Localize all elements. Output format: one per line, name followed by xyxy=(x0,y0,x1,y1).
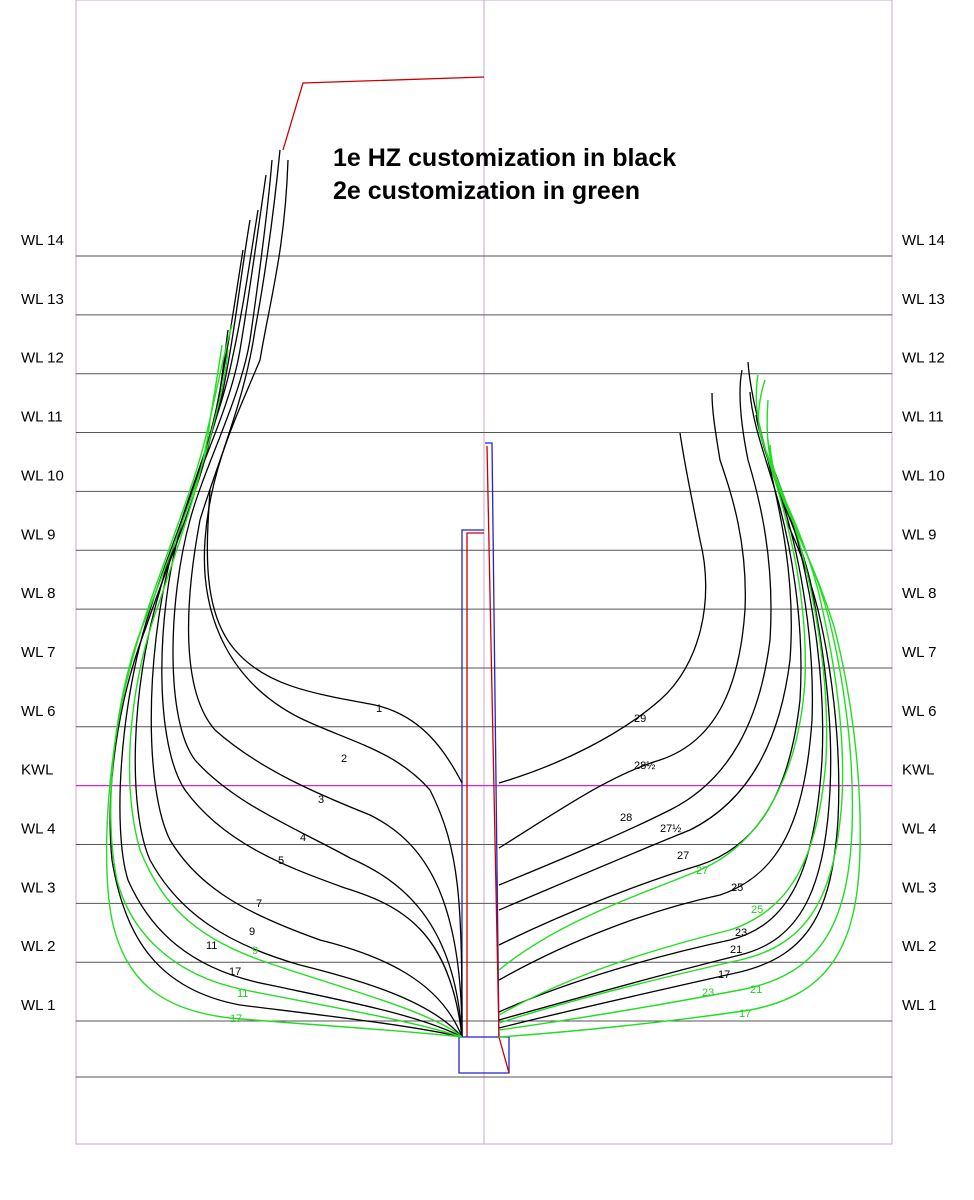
left-post-outline xyxy=(461,529,484,1037)
green-section-25 xyxy=(498,379,828,1016)
waterline-label-right: WL 3 xyxy=(902,879,936,896)
section-7 xyxy=(150,209,463,1038)
left-green-frame-labels: 9 11 17 xyxy=(230,945,258,1025)
green-section-17-right xyxy=(498,444,861,1038)
right-frame-labels: 29 28½ 28 27½ 27 25 23 21 17 xyxy=(620,713,747,981)
waterline-label-right: WL 4 xyxy=(902,821,936,838)
section-3 xyxy=(187,149,463,1038)
label-frame-17: 17 xyxy=(229,966,241,978)
waterline-label-right: WL 9 xyxy=(902,526,936,543)
label-green-21: 21 xyxy=(750,984,762,996)
label-frame-9: 9 xyxy=(249,926,255,938)
waterline-label-left: KWL xyxy=(21,762,54,779)
waterline-label-left: WL 6 xyxy=(21,703,55,720)
waterline-label-left: WL 9 xyxy=(21,526,55,543)
label-green-23: 23 xyxy=(702,987,714,999)
left-post-inner xyxy=(466,532,484,1037)
label-green-17: 17 xyxy=(230,1013,242,1025)
waterline-label-right: WL 13 xyxy=(902,291,945,308)
waterline-label-right: WL 7 xyxy=(902,644,936,661)
left-frame-labels: 1 2 3 4 5 7 9 11 17 xyxy=(206,703,382,978)
label-green-17-right: 17 xyxy=(739,1008,751,1020)
label-frame-28: 28 xyxy=(620,812,632,824)
label-frame-5: 5 xyxy=(278,855,284,867)
section-27 xyxy=(498,391,802,946)
waterline-label-left: WL 4 xyxy=(21,821,55,838)
green-section-23 xyxy=(498,399,844,1024)
label-frame-2: 2 xyxy=(341,753,347,765)
label-frame-28-half: 28½ xyxy=(634,760,655,772)
section-28 xyxy=(498,369,772,886)
waterline-label-left: WL 1 xyxy=(21,997,55,1014)
label-frame-3: 3 xyxy=(318,794,324,806)
green-section-11 xyxy=(110,349,463,1038)
green-section-9 xyxy=(128,344,463,1038)
green-section-17 xyxy=(105,324,463,1038)
waterline-label-right: WL 14 xyxy=(902,232,945,249)
waterline-label-right: WL 2 xyxy=(902,938,936,955)
label-frame-7: 7 xyxy=(256,898,262,910)
section-25 xyxy=(498,414,814,981)
label-frame-1: 1 xyxy=(376,703,382,715)
stem-post xyxy=(486,445,510,1074)
label-frame-27-half: 27½ xyxy=(660,823,681,835)
label-frame-23: 23 xyxy=(735,927,747,939)
section-5 xyxy=(161,174,463,1038)
right-green-frame-labels: 27 25 23 21 17 xyxy=(696,865,763,1020)
waterline-label-right: WL 10 xyxy=(902,467,945,484)
label-green-27: 27 xyxy=(696,865,708,877)
section-2 xyxy=(203,159,463,1038)
waterline-labels-left: WL 14 WL 13 WL 12 WL 11 WL 10 WL 9 WL 8 WL 7 WL … xyxy=(21,232,64,1014)
waterline-label-left: WL 7 xyxy=(21,644,55,661)
waterline-label-right: WL 1 xyxy=(902,997,936,1014)
waterline-label-right: WL 8 xyxy=(902,585,936,602)
waterline-label-right: WL 6 xyxy=(902,703,936,720)
label-green-9: 9 xyxy=(252,945,258,957)
waterline-label-left: WL 10 xyxy=(21,467,64,484)
waterline-label-left: WL 14 xyxy=(21,232,64,249)
waterline-label-left: WL 3 xyxy=(21,879,55,896)
section-11 xyxy=(119,249,463,1038)
sheer-line xyxy=(282,76,485,151)
label-frame-25: 25 xyxy=(731,882,743,894)
label-frame-4: 4 xyxy=(300,832,306,844)
section-29 xyxy=(498,432,707,784)
section-1 xyxy=(206,489,463,784)
section-17-right xyxy=(498,519,840,1029)
waterline-label-left: WL 11 xyxy=(21,409,63,426)
caption-line-2: 2e customization in green xyxy=(333,177,640,205)
green-section-27 xyxy=(498,374,807,971)
section-28-half xyxy=(498,392,746,849)
waterline-label-right: WL 12 xyxy=(902,350,945,367)
label-frame-11: 11 xyxy=(206,940,217,952)
waterline-label-left: WL 2 xyxy=(21,938,55,955)
section-21 xyxy=(498,489,832,1021)
right-post-outline xyxy=(485,442,500,1038)
label-frame-27: 27 xyxy=(677,850,689,862)
caption-line-1: 1e HZ customization in black xyxy=(333,144,676,172)
waterline-label-left: WL 12 xyxy=(21,350,64,367)
left-sections-green xyxy=(105,324,463,1038)
waterline-label-left: WL 8 xyxy=(21,585,55,602)
section-4 xyxy=(172,159,463,1038)
waterline-label-right: KWL xyxy=(902,762,935,779)
label-green-25: 25 xyxy=(751,904,763,916)
section-9 xyxy=(134,219,463,1038)
right-sections-black xyxy=(498,361,840,1029)
waterline-label-left: WL 13 xyxy=(21,291,64,308)
section-23 xyxy=(498,459,824,1013)
right-sections-green xyxy=(498,374,861,1038)
label-frame-29: 29 xyxy=(634,713,646,725)
waterline-labels-right: WL 14 WL 13 WL 12 WL 11 WL 10 WL 9 WL 8 WL 7 WL … xyxy=(902,232,945,1014)
waterline-label-right: WL 11 xyxy=(902,409,944,426)
section-27-half xyxy=(498,361,792,911)
label-green-11: 11 xyxy=(237,988,248,1000)
label-frame-17-right: 17 xyxy=(718,969,730,981)
label-frame-21: 21 xyxy=(730,944,742,956)
